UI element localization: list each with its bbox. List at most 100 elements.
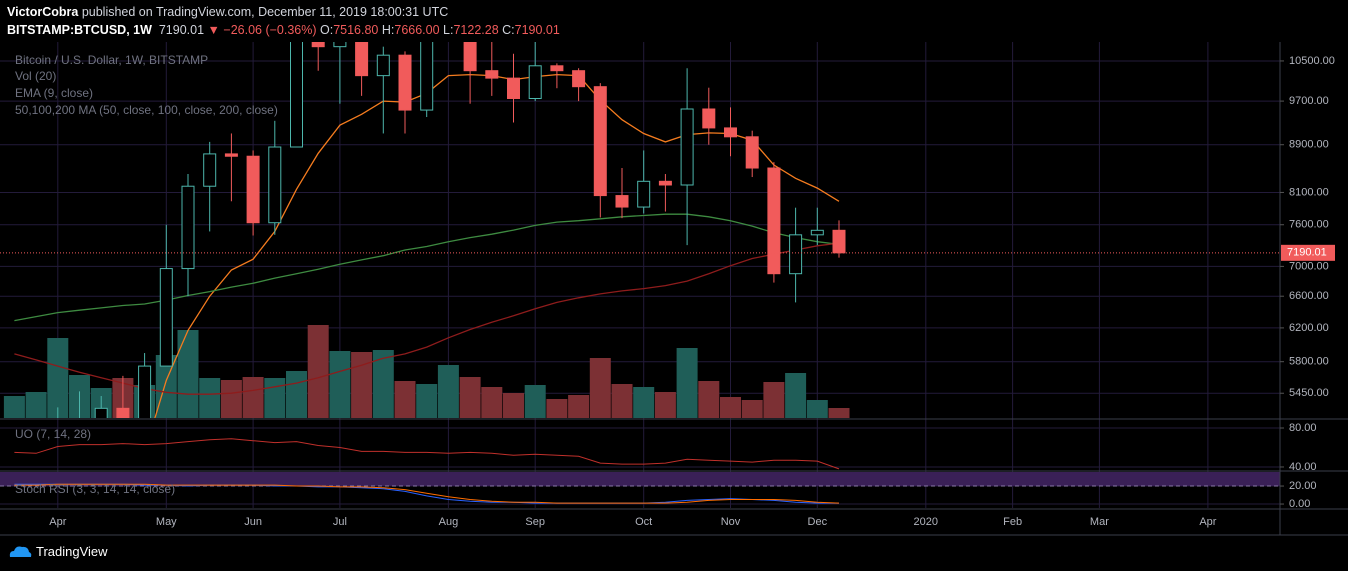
candle-body (724, 127, 737, 138)
volume-bar (220, 380, 242, 418)
y-tick-label: 80.00 (1289, 422, 1317, 434)
x-tick-label: 2020 (914, 516, 938, 528)
indicator-line (14, 483, 840, 504)
candle-body (528, 65, 542, 99)
candle-body (767, 167, 781, 275)
candle-body (398, 54, 412, 111)
volume-bar (307, 325, 329, 418)
uo-legend: UO (7, 14, 28) (15, 427, 91, 441)
volume-bar (676, 348, 698, 418)
field-key: O: (320, 23, 334, 37)
candle-body (593, 86, 607, 197)
candle-body (463, 42, 477, 72)
y-tick-label: 5800.00 (1289, 356, 1329, 368)
ohlc-fields: O:7516.80 H:7666.00 L:7122.28 C:7190.01 (320, 23, 560, 37)
candle-body (789, 234, 803, 275)
x-tick-label: Nov (721, 516, 741, 528)
x-tick-label: Feb (1003, 516, 1022, 528)
volume-bar (503, 393, 524, 418)
x-tick-label: May (156, 516, 177, 528)
field-value: 7516.80 (333, 23, 379, 37)
candle-body (485, 70, 499, 79)
volume-bar (568, 395, 590, 418)
candle-body (507, 77, 520, 99)
candle-body (355, 42, 369, 77)
logo (9, 546, 32, 557)
candle-body (159, 268, 173, 367)
volume-bar (785, 373, 807, 418)
volume-bar (264, 378, 286, 418)
candle-body (550, 65, 564, 72)
field-key: C: (502, 23, 515, 37)
last-price-label: 7190.01 (1287, 247, 1327, 259)
y-tick-label: 5450.00 (1289, 387, 1329, 399)
x-tick-label: Mar (1090, 516, 1109, 528)
stoch-pane (0, 472, 1280, 504)
x-tick-label: Sep (525, 516, 545, 528)
volume-bar (720, 397, 741, 418)
volume-bar (242, 377, 264, 418)
volume-bar (763, 382, 785, 418)
y-tick-label: 8900.00 (1289, 139, 1329, 151)
header: VictorCobra published on TradingView.com… (7, 3, 560, 39)
y-tick-label: 7600.00 (1289, 219, 1329, 231)
footer: TradingView (8, 543, 108, 559)
volume-bar (654, 392, 676, 418)
x-tick-label: Aug (439, 516, 459, 528)
volume-bar (611, 384, 633, 418)
volume-bar (286, 371, 307, 418)
indicator-line (14, 438, 840, 470)
x-tick-label: Jul (333, 516, 347, 528)
field-key: L: (443, 23, 454, 37)
volume-legend: Vol (20) (15, 69, 56, 83)
y-tick-label: 40.00 (1289, 461, 1317, 473)
volume-bar (199, 378, 221, 418)
indicator-line (14, 483, 839, 504)
grid (0, 42, 1280, 508)
field-value: 7122.28 (453, 23, 499, 37)
volume-bar (351, 352, 373, 418)
volume-bar (459, 377, 481, 418)
ma-legend: 50,100,200 MA (50, close, 100, close, 20… (15, 103, 278, 117)
candle-body (181, 185, 195, 270)
y-tick-label: 6200.00 (1289, 322, 1329, 334)
pane-title: Bitcoin / U.S. Dollar, 1W, BITSTAMP (15, 53, 208, 67)
brand: TradingView (36, 543, 108, 559)
indicator-line (14, 242, 840, 395)
band (0, 472, 1280, 487)
volume-bar (177, 330, 199, 418)
stoch-legend: Stoch RSI (3, 3, 14, 14, close) (15, 482, 175, 496)
down-arrow: ▼ (207, 23, 220, 37)
volume-bar (394, 381, 416, 418)
ema-legend: EMA (9, close) (15, 86, 93, 100)
main-pane (3, 42, 850, 418)
candle-body (94, 407, 108, 418)
candle-body (572, 70, 586, 88)
y-tick-label: 20.00 (1289, 480, 1317, 492)
candle-body (376, 54, 390, 77)
symbol-line: BITSTAMP:BTCUSD, 1W 7190.01 ▼ −26.06 (−0… (7, 21, 560, 39)
logo-shape (9, 546, 32, 557)
volume-bar (416, 384, 438, 418)
candle-body (702, 108, 716, 129)
candle-body (333, 42, 347, 48)
candle-body (615, 195, 629, 208)
publisher: VictorCobra (7, 5, 79, 19)
volume-bar (329, 351, 351, 418)
volume-bar (437, 365, 459, 418)
candle-body (246, 155, 260, 224)
candle-body (420, 42, 434, 111)
volume-bar (524, 385, 546, 418)
volume-bar (806, 400, 828, 418)
change: −26.06 (−0.36%) (223, 23, 317, 37)
y-tick-label: 0.00 (1289, 498, 1310, 510)
volume-bar (25, 392, 47, 418)
candle-body (637, 180, 651, 208)
volume-bar (155, 355, 177, 418)
symbol: BITSTAMP:BTCUSD, 1W (7, 23, 152, 37)
x-tick-label: Apr (1199, 516, 1216, 528)
y-tick-label: 8100.00 (1289, 186, 1329, 198)
x-tick-label: Jun (244, 516, 262, 528)
volume-bar (372, 350, 394, 418)
x-tick-label: Oct (635, 516, 652, 528)
